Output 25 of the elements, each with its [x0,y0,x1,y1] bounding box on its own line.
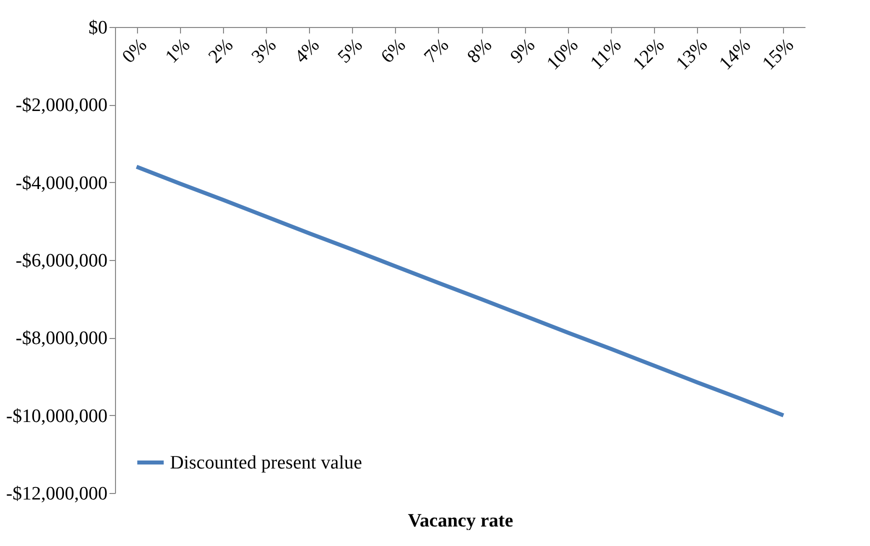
legend-label: Discounted present value [170,452,362,474]
y-tick-label: -$12,000,000 [6,484,108,504]
x-tick-label: 8% [463,34,496,68]
x-tick-label: 11% [586,34,626,74]
x-tick-label: 14% [715,34,756,74]
x-tick-label: 1% [162,34,194,68]
y-tick-label: -$10,000,000 [6,406,108,427]
x-tick-label: 7% [420,34,454,68]
x-tick-label: 10% [542,34,583,74]
y-tick-label: -$4,000,000 [16,172,108,194]
x-tick-label: 5% [334,34,367,68]
x-tick-label: 4% [290,34,324,68]
x-tick-label: 13% [672,34,712,74]
y-tick-label: -$8,000,000 [16,328,108,350]
x-tick-label: 12% [629,34,669,74]
line-series [134,164,786,418]
x-tick-label: 3% [248,34,281,68]
x-tick-label: 6% [377,34,410,68]
x-tick-label: 9% [506,34,540,68]
x-tick-label: 15% [758,34,798,74]
y-tick-label: -$6,000,000 [16,250,108,272]
y-tick-label: $0 [88,18,108,38]
x-tick-label: 2% [204,34,238,68]
y-tick-label: -$2,000,000 [16,95,108,116]
x-tick-label: 0% [118,34,152,68]
